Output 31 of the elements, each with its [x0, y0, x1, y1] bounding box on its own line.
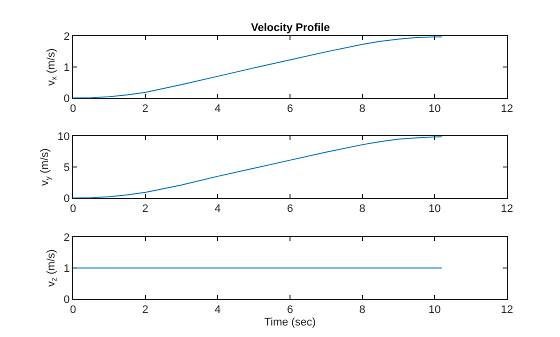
y-tick-label: 1	[64, 262, 70, 275]
chart-title: Velocity Profile	[251, 22, 330, 34]
y-tick-label: 0	[64, 192, 70, 205]
x-tick-label: 10	[428, 304, 441, 316]
x-tick-label: 6	[286, 203, 294, 216]
line-series	[73, 36, 442, 98]
x-tick-label: 10	[428, 203, 441, 216]
x-tick-label: 4	[214, 304, 221, 316]
x-tick-label: 6	[286, 103, 294, 116]
x-tick-label: 12	[500, 203, 514, 216]
x-tick-label: 10	[428, 103, 441, 116]
y-tick-label: 2	[64, 30, 70, 43]
x-tick-label: 12	[500, 304, 514, 316]
x-tick-label: 6	[286, 304, 294, 316]
x-tick-label: 8	[359, 304, 366, 316]
x-tick-label: 2	[142, 203, 148, 216]
y-tick-label: 5	[64, 162, 70, 174]
x-tick-label: 4	[214, 103, 221, 116]
x-axis-title: Time (sec)	[264, 316, 316, 328]
x-tick-label: 2	[142, 304, 148, 316]
line-series	[73, 136, 442, 198]
x-tick-label: 2	[142, 103, 148, 116]
x-tick-label: 8	[359, 103, 366, 116]
x-tick-label: 8	[359, 203, 366, 216]
x-tick-label: 4	[214, 203, 221, 216]
y-tick-label: 0	[64, 294, 70, 306]
x-tick-label: 12	[500, 103, 514, 116]
y-tick-label: 0	[64, 92, 70, 105]
y-tick-label: 10	[58, 130, 70, 143]
y-tick-label: 2	[64, 232, 70, 244]
y-tick-label: 1	[64, 62, 70, 74]
